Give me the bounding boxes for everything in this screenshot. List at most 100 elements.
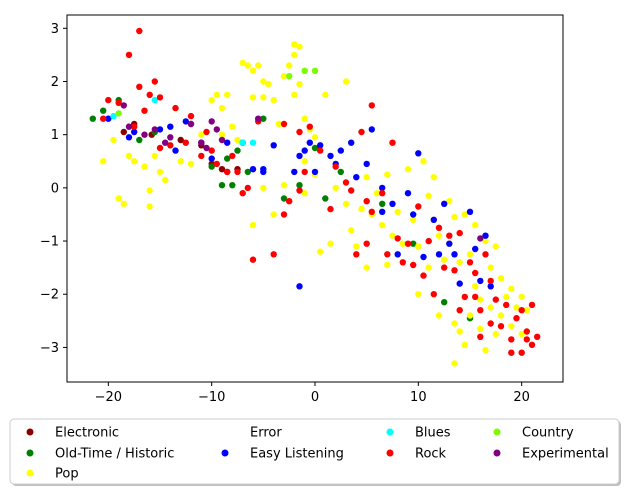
point-pop-28 xyxy=(265,80,272,88)
point-pop-75 xyxy=(435,232,443,239)
point-pop-57 xyxy=(363,264,370,271)
point-rock-38 xyxy=(342,179,350,186)
point-old-time-historic-9 xyxy=(234,147,241,154)
point-pop-23 xyxy=(249,67,257,75)
point-easy-listening-45 xyxy=(487,283,494,290)
point-easy-listening-18 xyxy=(311,168,319,176)
point-experimental-1 xyxy=(125,123,133,130)
point-old-time-historic-20 xyxy=(441,299,448,306)
point-pop-1 xyxy=(110,136,117,144)
point-rock-1 xyxy=(105,96,112,104)
point-pop-102 xyxy=(508,285,515,293)
point-rock-54 xyxy=(420,272,427,279)
point-easy-listening-39 xyxy=(451,251,458,258)
point-pop-59 xyxy=(373,190,381,197)
point-pop-98 xyxy=(492,330,499,338)
point-experimental-9 xyxy=(213,126,220,133)
point-rock-40 xyxy=(353,251,360,258)
point-pop-45 xyxy=(280,182,288,189)
point-pop-88 xyxy=(466,312,474,319)
point-country-3 xyxy=(115,110,122,117)
point-rock-42 xyxy=(363,198,370,205)
point-easy-listening-40 xyxy=(456,280,463,287)
point-rock-35 xyxy=(317,147,324,154)
point-pop-29 xyxy=(270,96,277,104)
point-rock-10 xyxy=(156,94,164,101)
point-pop-74 xyxy=(430,174,437,181)
point-pop-49 xyxy=(317,248,324,255)
point-rock-78 xyxy=(518,307,525,314)
point-experimental-11 xyxy=(255,115,262,122)
point-error-0 xyxy=(318,182,325,189)
point-rock-23 xyxy=(239,190,246,197)
point-electronic-8 xyxy=(177,136,184,144)
point-easy-listening-44 xyxy=(482,232,489,239)
point-pop-65 xyxy=(399,240,406,247)
point-rock-6 xyxy=(131,123,138,130)
legend-label-experimental: Experimental xyxy=(522,447,609,462)
point-pop-93 xyxy=(482,237,489,245)
point-easy-listening-8 xyxy=(208,155,215,162)
point-old-time-historic-3 xyxy=(136,136,143,144)
point-pop-47 xyxy=(301,190,308,197)
point-easy-listening-2 xyxy=(131,128,138,136)
point-rock-18 xyxy=(208,147,215,154)
point-pop-104 xyxy=(513,304,520,311)
point-pop-10 xyxy=(156,168,164,176)
point-pop-7 xyxy=(146,187,153,194)
point-rock-58 xyxy=(441,264,448,271)
point-rock-55 xyxy=(425,237,432,245)
y-tick-label: 3 xyxy=(51,22,59,37)
point-blues-0 xyxy=(110,112,117,120)
point-easy-listening-0 xyxy=(105,115,112,122)
point-rock-70 xyxy=(487,277,494,285)
point-old-time-historic-8 xyxy=(229,182,236,189)
point-rock-67 xyxy=(477,307,484,314)
point-old-time-historic-15 xyxy=(311,144,319,152)
point-rock-24 xyxy=(244,184,251,192)
point-rock-15 xyxy=(187,112,195,120)
point-easy-listening-26 xyxy=(368,126,375,133)
legend-marker-easy-listening xyxy=(221,449,229,457)
point-pop-32 xyxy=(286,62,293,69)
point-pop-42 xyxy=(249,221,257,229)
point-electronic-0 xyxy=(120,128,128,136)
point-pop-51 xyxy=(332,184,339,192)
point-experimental-7 xyxy=(198,139,205,146)
point-pop-54 xyxy=(353,243,360,250)
point-pop-70 xyxy=(420,158,427,165)
point-rock-16 xyxy=(198,152,205,160)
point-rock-80 xyxy=(523,328,530,335)
point-easy-listening-25 xyxy=(363,160,370,168)
point-rock-51 xyxy=(404,240,412,247)
point-rock-28 xyxy=(280,120,288,128)
legend-frame xyxy=(9,418,620,485)
point-rock-9 xyxy=(151,78,158,85)
point-pop-99 xyxy=(497,275,505,282)
point-rock-20 xyxy=(224,168,231,176)
point-pop-91 xyxy=(477,296,484,303)
point-rock-12 xyxy=(167,142,174,149)
point-pop-56 xyxy=(363,174,370,181)
y-tick-label: −1 xyxy=(40,235,59,250)
point-easy-listening-24 xyxy=(353,174,360,181)
point-pop-89 xyxy=(472,221,479,229)
point-pop-17 xyxy=(218,104,226,112)
legend-label-old-time-historic: Old-Time / Historic xyxy=(55,447,174,462)
point-pop-83 xyxy=(456,259,463,266)
legend-label-easy-listening: Easy Listening xyxy=(250,447,344,462)
legend-marker-rock xyxy=(386,449,394,457)
point-rock-43 xyxy=(363,240,370,247)
point-rock-82 xyxy=(528,301,536,309)
point-pop-97 xyxy=(492,243,499,250)
point-rock-75 xyxy=(508,336,515,343)
point-rock-73 xyxy=(497,323,505,330)
point-rock-22 xyxy=(234,168,241,176)
point-blues-1 xyxy=(151,96,158,104)
point-experimental-5 xyxy=(167,134,174,141)
point-rock-30 xyxy=(286,198,293,205)
point-rock-68 xyxy=(477,333,484,340)
point-pop-82 xyxy=(451,360,458,367)
point-easy-listening-32 xyxy=(410,211,417,218)
point-rock-64 xyxy=(466,259,474,266)
